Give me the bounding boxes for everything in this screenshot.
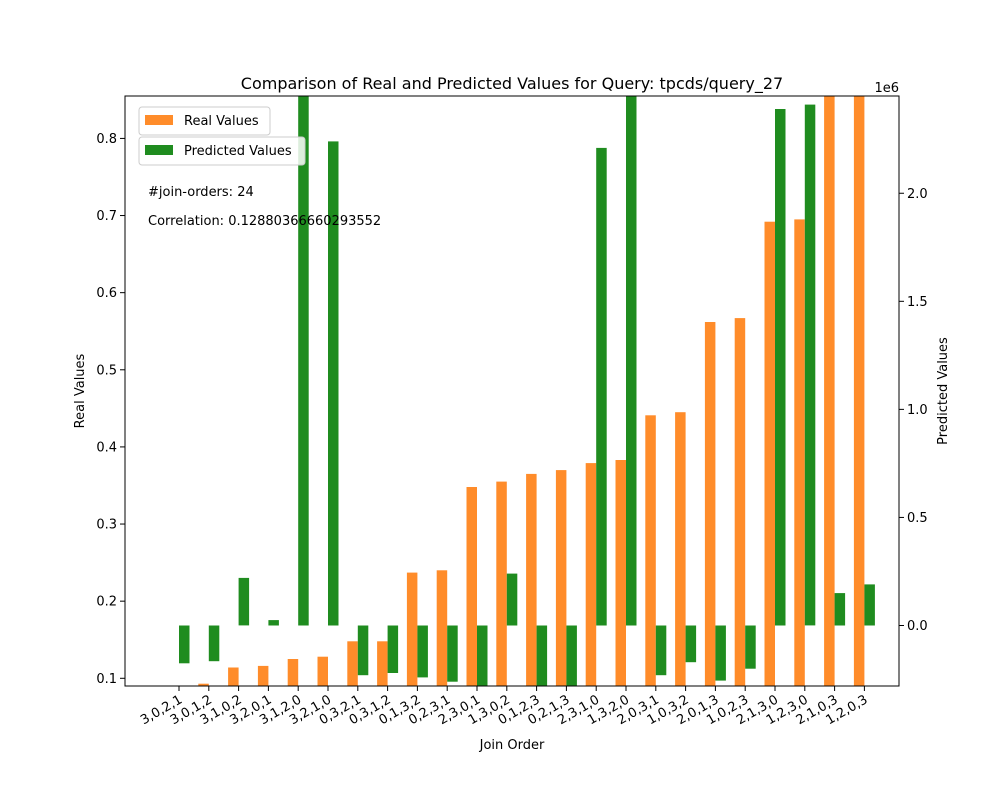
- legend-box: [138, 136, 306, 166]
- bar-real: [198, 683, 209, 686]
- bar-predicted: [775, 109, 786, 626]
- bar-predicted: [447, 625, 458, 682]
- bar-real: [555, 470, 567, 686]
- bar-predicted: [566, 625, 577, 686]
- bar-predicted: [596, 147, 607, 626]
- bar-predicted: [357, 625, 369, 676]
- right-tick-label: 0.0: [907, 619, 928, 634]
- legend-swatch-predicted: [145, 145, 173, 155]
- bar-real: [824, 96, 835, 686]
- bar-predicted: [715, 625, 726, 681]
- bar-real: [526, 473, 537, 686]
- bar-real: [675, 412, 686, 686]
- bar-real: [228, 667, 239, 686]
- bar-predicted: [834, 593, 846, 626]
- bar-predicted: [179, 625, 190, 664]
- left-axis: 0.1 0.2 0.3 0.4 0.5 0.6 0.7 0.8: [96, 132, 125, 687]
- bar-real: [377, 641, 388, 686]
- right-tick-label: 2.0: [907, 187, 928, 202]
- bar-real: [615, 460, 626, 686]
- left-tick-label: 0.6: [96, 286, 117, 301]
- legend-swatch-real: [145, 115, 173, 125]
- right-tick-label: 0.5: [907, 511, 928, 526]
- bar-real: [794, 219, 805, 686]
- join-orders-annotation: #join-orders: 24: [148, 185, 254, 200]
- left-tick-label: 0.7: [96, 209, 117, 224]
- bar-real: [406, 572, 418, 686]
- bar-predicted: [417, 625, 428, 678]
- bar-real: [764, 221, 775, 686]
- bar-predicted: [506, 573, 518, 626]
- bar-predicted: [745, 625, 756, 669]
- left-axis-label: Real Values: [73, 353, 88, 428]
- bar-predicted: [298, 96, 309, 626]
- bar-real: [466, 487, 477, 686]
- right-tick-label: 1.0: [907, 403, 928, 418]
- bar-predicted: [804, 104, 816, 626]
- x-axis-label: Join Order: [479, 738, 545, 753]
- right-tick-label: 1.5: [907, 295, 928, 310]
- bar-real: [287, 659, 299, 686]
- bar-real: [257, 665, 269, 686]
- bar-real: [317, 656, 328, 686]
- bar-real: [853, 96, 865, 686]
- legend-label-predicted: Predicted Values: [184, 144, 292, 159]
- bar-predicted: [685, 625, 697, 663]
- left-tick-label: 0.3: [96, 518, 117, 533]
- plot-frame: [124, 95, 900, 687]
- bar-predicted: [268, 620, 279, 626]
- chart-title: Comparison of Real and Predicted Values …: [241, 74, 783, 94]
- bar-real: [585, 463, 597, 686]
- bar-predicted: [328, 141, 339, 626]
- bar-real: [734, 318, 746, 686]
- x-axis: 3,0,2,13,0,1,23,1,0,23,2,0,13,1,2,03,2,1…: [138, 686, 870, 728]
- bar-predicted: [208, 625, 220, 662]
- bar-predicted: [536, 625, 548, 686]
- left-tick-label: 0.5: [96, 363, 117, 378]
- left-tick-label: 0.1: [96, 672, 117, 687]
- left-tick-label: 0.8: [96, 132, 117, 147]
- right-axis: 0.0 0.5 1.0 1.5 2.0: [899, 187, 928, 634]
- correlation-annotation: Correlation: 0.12880366660293552: [148, 214, 381, 229]
- bars-layer: [179, 96, 875, 686]
- bar-predicted: [864, 584, 875, 626]
- bar-predicted: [655, 625, 667, 676]
- bar-predicted: [626, 96, 637, 626]
- left-tick-label: 0.2: [96, 595, 117, 610]
- bar-real: [347, 641, 358, 686]
- right-axis-multiplier: 1e6: [874, 81, 899, 96]
- legend-box: [138, 106, 271, 136]
- legend: Real Values Predicted Values: [138, 106, 306, 166]
- bar-real: [436, 570, 448, 686]
- bar-predicted: [387, 625, 399, 673]
- bar-real: [704, 322, 716, 686]
- bar-real: [645, 415, 656, 686]
- left-tick-label: 0.4: [96, 440, 117, 455]
- bar-real: [496, 481, 507, 686]
- bar-predicted: [238, 577, 250, 626]
- legend-label-real: Real Values: [184, 114, 259, 129]
- bar-predicted: [477, 625, 488, 686]
- right-axis-label: Predicted Values: [936, 337, 951, 445]
